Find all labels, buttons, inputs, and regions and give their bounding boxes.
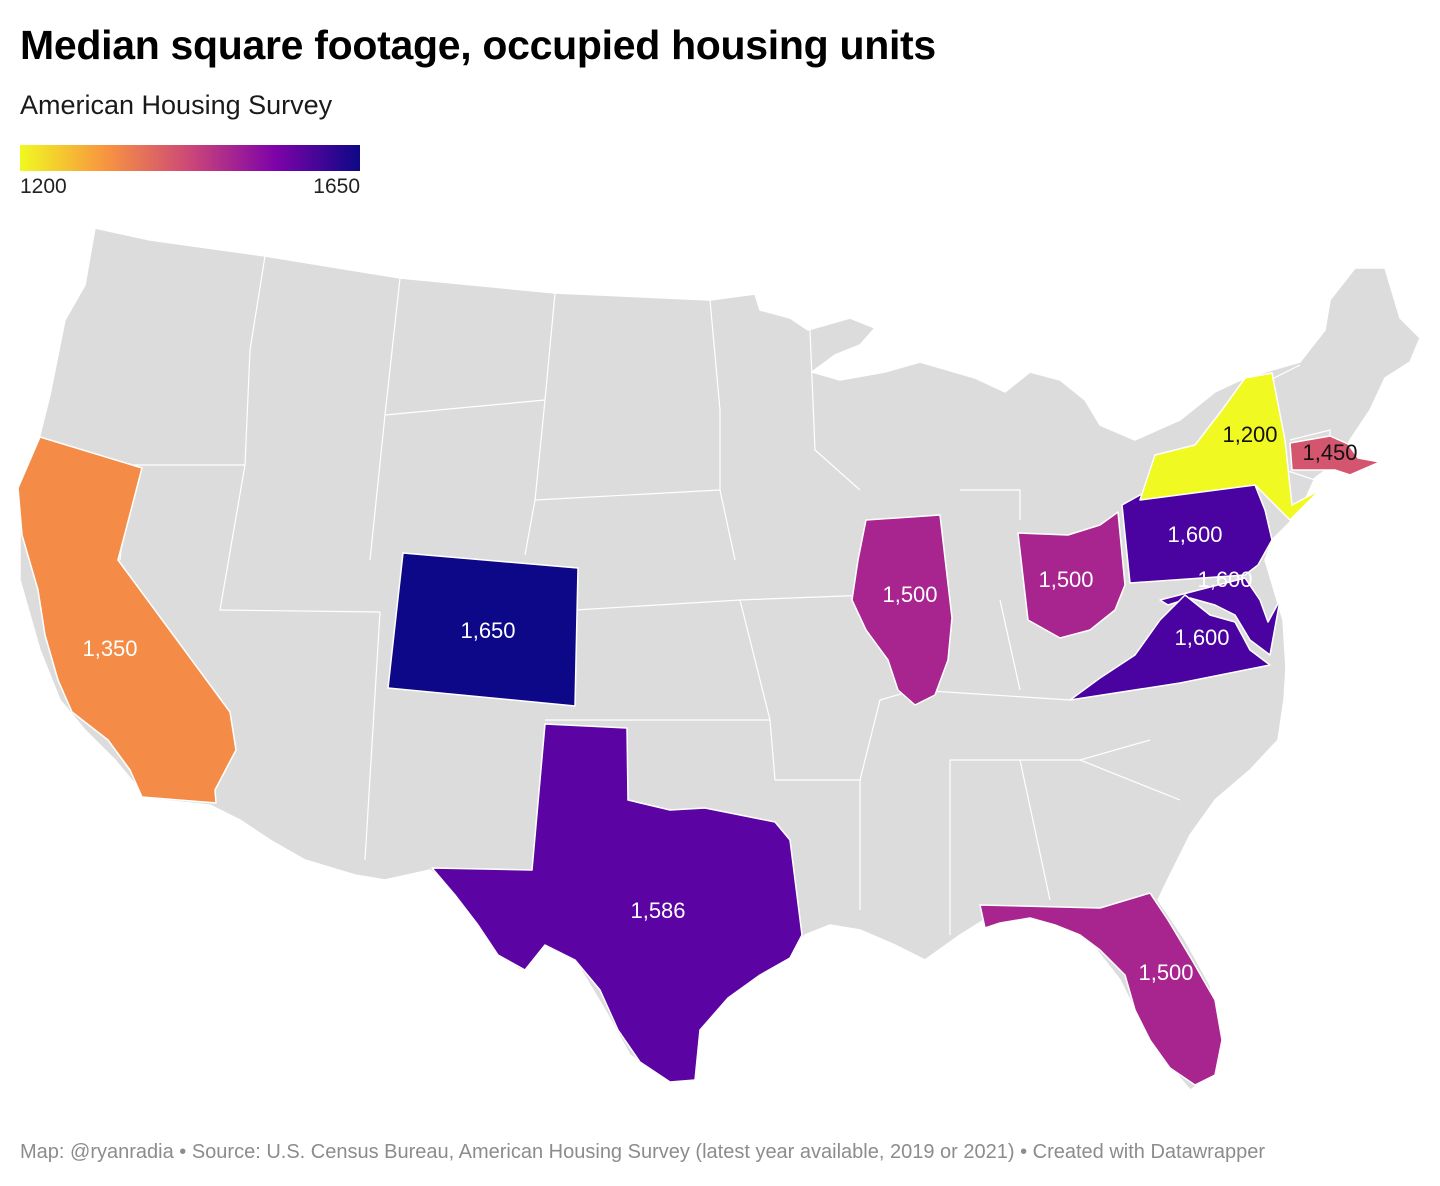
state-illinois bbox=[851, 514, 953, 706]
value-label-florida: 1,500 bbox=[1138, 960, 1193, 985]
value-label-illinois: 1,500 bbox=[882, 582, 937, 607]
state-massachusetts bbox=[1289, 435, 1381, 476]
value-label-new-york: 1,200 bbox=[1222, 422, 1277, 447]
state-colorado bbox=[387, 552, 579, 707]
value-label-colorado: 1,650 bbox=[460, 618, 515, 643]
footer-created-with: Created with Datawrapper bbox=[1032, 1141, 1265, 1163]
footer-map-credit: Map: @ryanradia bbox=[20, 1141, 174, 1163]
us-choropleth-map: 1,350 1,650 1,586 1,500 1,500 1,500 1,600 1,600… bbox=[17, 227, 1421, 1091]
state-texas bbox=[431, 723, 803, 1083]
map-title: Median square footage, occupied housing … bbox=[20, 22, 936, 68]
base-map bbox=[19, 227, 1421, 1091]
value-label-texas: 1,586 bbox=[630, 898, 685, 923]
value-label-pennsylvania: 1,600 bbox=[1167, 522, 1222, 547]
legend-min-label: 1200 bbox=[20, 175, 67, 198]
footer-source: Source: U.S. Census Bureau, American Hou… bbox=[191, 1141, 1015, 1163]
footer-credits: Map: @ryanradia • Source: U.S. Census Bu… bbox=[20, 1141, 1265, 1164]
map-subtitle: American Housing Survey bbox=[20, 90, 333, 120]
legend-max-label: 1650 bbox=[313, 175, 360, 198]
legend-gradient-bar bbox=[20, 145, 360, 171]
value-label-california: 1,350 bbox=[82, 636, 137, 661]
footer-separator: • bbox=[1020, 1141, 1028, 1163]
data-states bbox=[17, 372, 1381, 1086]
state-border bbox=[739, 329, 1051, 935]
state-florida bbox=[979, 892, 1223, 1086]
value-label-virginia: 1,600 bbox=[1174, 625, 1229, 650]
footer-separator: • bbox=[179, 1141, 187, 1163]
value-labels: 1,350 1,650 1,586 1,500 1,500 1,500 1,600 1,600… bbox=[82, 422, 1357, 985]
us-land-shape bbox=[19, 227, 1421, 1091]
value-label-massachusetts: 1,450 bbox=[1302, 440, 1357, 465]
color-legend: 1200 1650 bbox=[20, 145, 360, 199]
state-border bbox=[119, 399, 736, 613]
value-label-maryland: 1,600 bbox=[1197, 567, 1252, 592]
legend-labels: 1200 1650 bbox=[20, 175, 360, 199]
value-label-ohio: 1,500 bbox=[1038, 567, 1093, 592]
state-virginia bbox=[1069, 594, 1271, 701]
state-california bbox=[17, 436, 237, 804]
state-ohio bbox=[1017, 511, 1126, 639]
state-border bbox=[914, 489, 1181, 801]
state-new-york bbox=[1139, 372, 1321, 521]
